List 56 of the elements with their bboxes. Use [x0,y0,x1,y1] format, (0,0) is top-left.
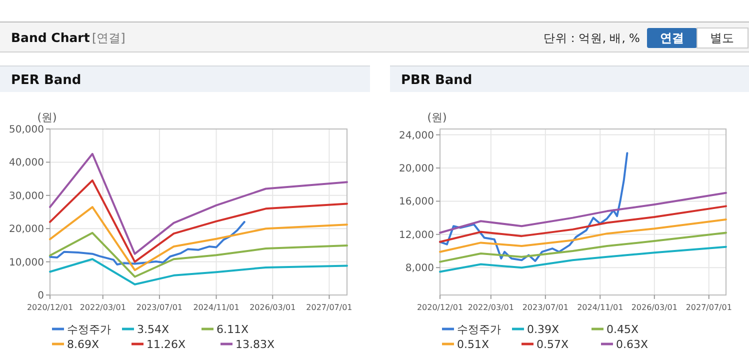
legend-label: 8.69X [67,338,100,351]
line-series [439,218,727,253]
x-tick-label: 2020/12/01 [26,303,74,312]
line-series [439,192,727,234]
x-tick-label: 2022/03/01 [80,303,126,312]
x-tick-label: 2027/07/01 [686,303,732,312]
line-series [49,258,348,286]
chart-title: PBR Band [401,73,472,88]
y-tick-label: 12,000 [399,230,434,241]
legend-label: 6.11X [216,322,249,336]
y-tick-label: 16,000 [399,196,434,208]
x-tick-label: 2026/03/01 [631,303,678,312]
text: Band Chart [11,30,90,45]
line-series [439,246,727,273]
y-tick-label: 40,000 [9,158,44,169]
line-series [49,232,348,278]
y-tick-label: 20,000 [399,164,434,175]
text: 별도 [710,31,734,45]
legend-label: 3.54X [137,322,170,336]
x-tick-label: 2022/03/01 [468,303,514,312]
x-tick-label: 2027/07/01 [306,303,352,312]
legend-label: 수정주가 [457,322,501,336]
line-series [49,206,348,272]
text: 연결 [660,31,684,45]
line-series [49,152,348,255]
legend-label: 0.57X [536,338,569,351]
legend-label: 0.63X [616,338,648,351]
line-series [439,232,727,263]
y-tick-label: 8,000 [405,263,434,274]
legend-label: 11.26X [146,338,186,351]
x-tick-label: 2024/11/01 [577,303,624,312]
y-tick-label: 0 [38,290,44,302]
y-axis-title: (원) [427,111,447,124]
x-tick-label: 2020/12/01 [416,303,464,312]
line-series [49,179,348,263]
text: [연결] [92,31,126,45]
y-tick-label: 10,000 [9,257,44,268]
legend-label: 0.45X [606,322,639,336]
legend-label: 13.83X [236,338,275,351]
y-tick-label: 24,000 [399,130,434,142]
legend-label: 수정주가 [67,322,111,336]
text: 단위 : 억원, 배, % [543,31,640,45]
chart-title: PER Band [11,73,82,88]
y-tick-label: 50,000 [9,124,44,136]
legend-label: 0.51X [457,338,490,351]
line-series [49,220,246,266]
y-tick-label: 30,000 [9,190,44,202]
y-axis-title: (원) [37,111,57,124]
x-tick-label: 2026/03/01 [250,303,296,312]
legend-label: 0.39X [527,322,560,336]
x-tick-label: 2023/07/01 [522,303,568,312]
line-series [439,152,628,262]
line-series [439,205,727,243]
x-tick-label: 2023/07/01 [136,303,183,312]
x-tick-label: 2024/11/01 [193,303,240,312]
y-tick-label: 20,000 [9,224,44,236]
